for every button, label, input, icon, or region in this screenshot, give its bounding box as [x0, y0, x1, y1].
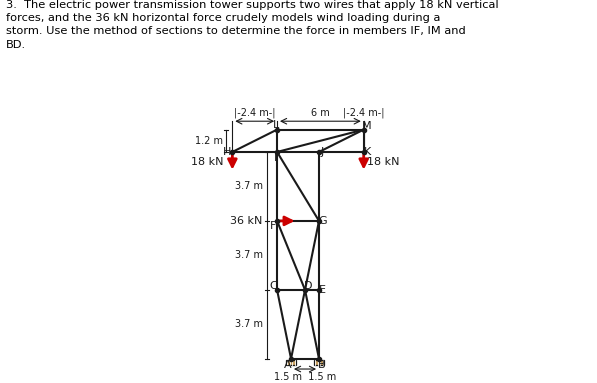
Text: 3.7 m: 3.7 m: [235, 182, 263, 192]
Text: B: B: [318, 360, 325, 370]
Text: A: A: [284, 360, 291, 370]
Text: K: K: [364, 147, 371, 157]
Text: M: M: [362, 121, 372, 131]
Text: 3.  The electric power transmission tower supports two wires that apply 18 kN ve: 3. The electric power transmission tower…: [6, 0, 498, 50]
Text: G: G: [318, 216, 327, 226]
Text: |-2.4 m-|: |-2.4 m-|: [234, 108, 275, 118]
Bar: [314, 360, 324, 365]
Text: 36 kN: 36 kN: [230, 216, 263, 226]
Text: 6 m: 6 m: [311, 108, 330, 118]
Text: |-2.4 m-|: |-2.4 m-|: [343, 108, 384, 118]
Text: 1.2 m: 1.2 m: [195, 136, 223, 146]
Text: 1.5 m  1.5 m: 1.5 m 1.5 m: [274, 372, 336, 382]
Text: L: L: [273, 121, 279, 131]
Text: 3.7 m: 3.7 m: [235, 319, 263, 329]
Text: F: F: [270, 221, 276, 231]
Text: E: E: [319, 285, 326, 295]
Text: 18 kN: 18 kN: [367, 157, 399, 167]
Bar: [286, 360, 296, 365]
Text: D: D: [304, 282, 313, 291]
Text: H: H: [223, 147, 231, 157]
Text: J: J: [321, 147, 324, 157]
Text: I: I: [274, 153, 277, 163]
Text: C: C: [269, 282, 277, 291]
Text: 3.7 m: 3.7 m: [235, 250, 263, 260]
Text: 18 kN: 18 kN: [192, 157, 224, 167]
